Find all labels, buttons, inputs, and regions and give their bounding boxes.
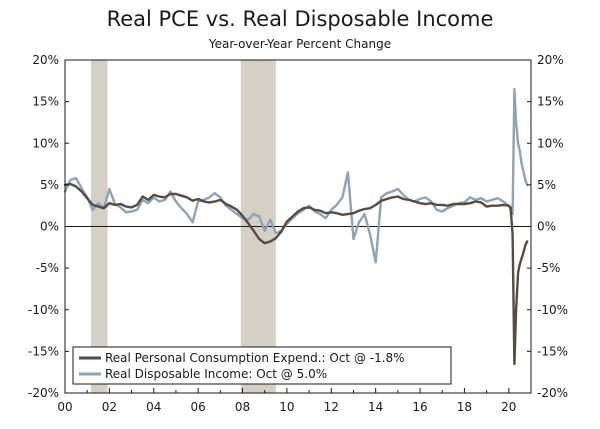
x-tick-label: 14 (368, 400, 383, 414)
y-tick-label-left: -15% (28, 344, 59, 358)
x-tick-label: 20 (501, 400, 516, 414)
y-tick-label-right: 20% (537, 53, 564, 67)
chart-subtitle: Year-over-Year Percent Change (208, 37, 392, 51)
x-tick-label: 06 (191, 400, 206, 414)
x-tick-label: 12 (324, 400, 339, 414)
legend-label-1: Real Personal Consumption Expend.: Oct @… (105, 351, 405, 365)
series-line-real-pce (63, 182, 529, 366)
y-tick-label-left: 0% (40, 220, 59, 234)
y-tick-label-right: 10% (537, 136, 564, 150)
y-tick-label-right: -10% (537, 303, 568, 317)
legend-box (72, 346, 452, 385)
legend-label-2: Real Disposable Income: Oct @ 5.0% (105, 367, 327, 381)
chart-title: Real PCE vs. Real Disposable Income (106, 7, 494, 31)
x-tick-label: 08 (235, 400, 250, 414)
legend: Real Personal Consumption Expend.: Oct @… (72, 346, 452, 385)
y-tick-label-right: 15% (537, 95, 564, 109)
series-layer (63, 87, 529, 366)
y-tick-label-left: -5% (36, 261, 59, 275)
y-tick-label-right: -20% (537, 386, 568, 400)
y-tick-label-right: 5% (537, 178, 556, 192)
y-tick-label-right: -5% (537, 261, 560, 275)
tick-layer: 20% 20% 15% 15% 10% 10% 5% 5% 0% 0% -5% -5% -10% -10%… (28, 53, 568, 414)
y-tick-label-left: -10% (28, 303, 59, 317)
y-tick-label-left: 10% (32, 136, 59, 150)
series-line-real-disposable-income (63, 87, 529, 264)
y-tick-label-left: -20% (28, 386, 59, 400)
y-tick-label-right: 0% (537, 220, 556, 234)
y-tick-label-left: 20% (32, 53, 59, 67)
y-tick-label-left: 5% (40, 178, 59, 192)
y-tick-label-right: -15% (537, 344, 568, 358)
x-tick-label: 18 (457, 400, 472, 414)
y-tick-label-left: 15% (32, 95, 59, 109)
x-tick-label: 02 (102, 400, 117, 414)
x-tick-label: 10 (279, 400, 294, 414)
x-tick-label: 04 (146, 400, 161, 414)
x-tick-label: 16 (412, 400, 427, 414)
x-tick-label: 00 (57, 400, 72, 414)
